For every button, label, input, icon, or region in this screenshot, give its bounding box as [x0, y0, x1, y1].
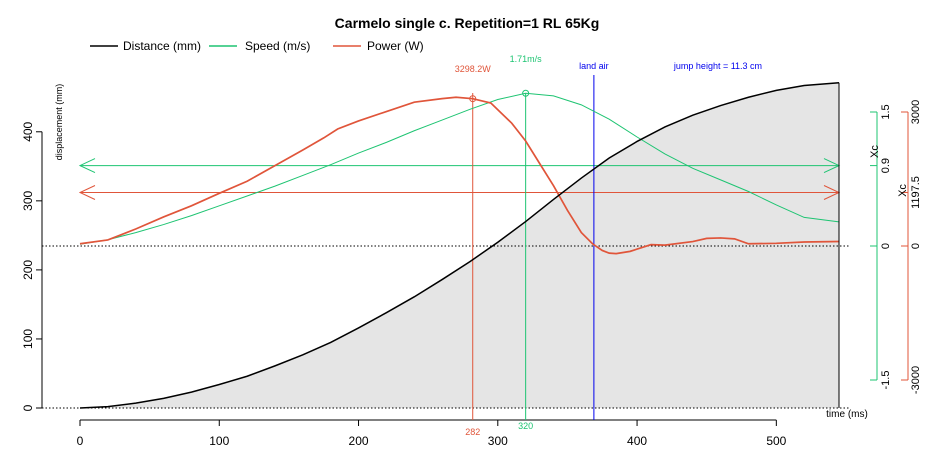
power-peak-time-label: 282	[465, 427, 480, 437]
power-arrow-head-left	[78, 185, 96, 200]
power-peak-value-label: 3298.2W	[455, 64, 492, 74]
x-tick-label: 300	[488, 434, 508, 448]
x-tick-label: 400	[627, 434, 647, 448]
x-tick-label: 100	[209, 434, 229, 448]
y-tick-label: 100	[21, 329, 35, 349]
power-tick-label: 3000	[910, 100, 922, 124]
speed-tick-label: 0	[880, 243, 892, 249]
chart-title: Carmelo single c. Repetition=1 RL 65Kg	[335, 15, 600, 31]
x-tick-label: 200	[349, 434, 369, 448]
speed-tick-label: 1.5	[880, 104, 892, 119]
y-tick-label: 200	[21, 260, 35, 280]
x-axis-label: time (ms)	[826, 409, 868, 420]
power-tick-label: 0	[910, 243, 922, 249]
speed-tick-label: 0.9	[880, 158, 892, 173]
legend-label-distance: Distance (mm)	[123, 39, 201, 53]
power-peak-marker	[469, 95, 477, 103]
speed-axis-label: Xc	[869, 145, 881, 158]
legend-label-power: Power (W)	[367, 39, 424, 53]
power-line	[79, 96, 840, 255]
jump-height-annotation: jump height = 11.3 cm	[673, 61, 762, 71]
speed-line	[79, 92, 840, 245]
y-tick-label: 0	[21, 404, 35, 411]
x-tick-label: 500	[766, 434, 786, 448]
speed-arrow-head-left	[78, 158, 96, 174]
y-tick-label: 300	[21, 191, 35, 211]
power-axis-label: Xc	[897, 184, 909, 197]
y-tick-label: 400	[21, 121, 35, 141]
distance-area	[80, 82, 839, 408]
speed-peak-time-label: 320	[518, 421, 533, 431]
speed-peak-marker	[522, 89, 530, 97]
legend-label-speed: Speed (m/s)	[245, 39, 310, 53]
speed-tick-label: -1.5	[880, 371, 892, 390]
legend: Distance (mm) Speed (m/s) Power (W)	[90, 39, 424, 53]
power-tick-label: -3000	[910, 366, 922, 394]
power-tick-label: 1197.5	[910, 176, 922, 209]
land-air-label: land air	[579, 61, 609, 71]
x-tick-label: 0	[77, 434, 84, 448]
speed-peak-value-label: 1.71m/s	[510, 54, 543, 64]
y-axis-label: displacement (mm)	[54, 84, 64, 161]
distance-line	[79, 82, 840, 409]
